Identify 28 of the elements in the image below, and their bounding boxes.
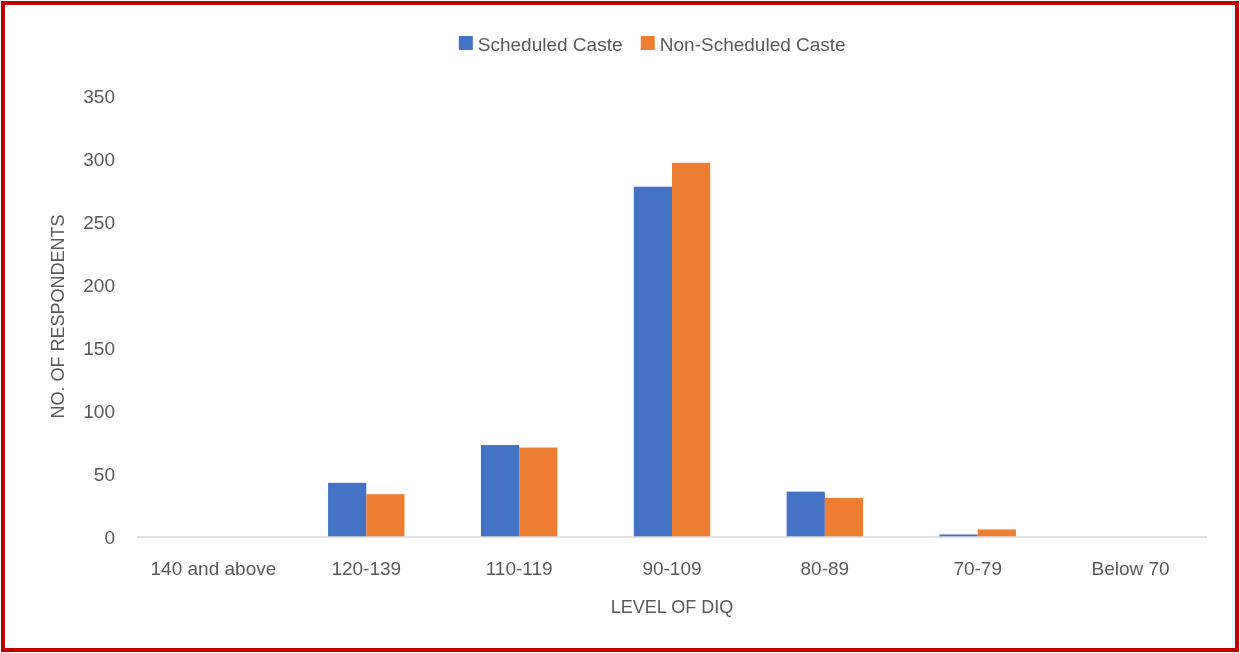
bar bbox=[786, 491, 825, 537]
x-axis-title: LEVEL OF DIQ bbox=[610, 597, 734, 617]
y-tick-label: 50 bbox=[93, 463, 115, 485]
bar bbox=[328, 482, 367, 537]
y-axis-title: NO. OF RESPONDENTS bbox=[48, 214, 68, 419]
bar bbox=[633, 186, 672, 537]
y-tick-label: 250 bbox=[83, 211, 115, 233]
x-tick-label: 120-139 bbox=[331, 558, 402, 579]
y-tick-label: 350 bbox=[83, 85, 115, 107]
bar bbox=[824, 497, 864, 537]
x-tick-label: 80-89 bbox=[800, 558, 850, 579]
y-tick-label: 0 bbox=[104, 526, 115, 548]
legend-label: Non-Scheduled Caste bbox=[659, 33, 846, 55]
bar bbox=[519, 447, 558, 537]
y-tick-label: 200 bbox=[83, 274, 115, 296]
x-tick-label: 70-79 bbox=[953, 558, 1003, 579]
x-tick-label: 140 and above bbox=[150, 558, 277, 579]
bar bbox=[366, 494, 405, 537]
x-tick-label: 90-109 bbox=[642, 558, 702, 579]
bar bbox=[480, 445, 520, 537]
bar bbox=[672, 162, 711, 537]
y-tick-label: 150 bbox=[83, 337, 115, 359]
legend-label: Scheduled Caste bbox=[477, 33, 623, 55]
y-tick-label: 300 bbox=[83, 148, 115, 170]
x-tick-label: 110-119 bbox=[485, 558, 553, 579]
x-tick-label: Below 70 bbox=[1091, 558, 1170, 579]
bar bbox=[977, 529, 1016, 537]
y-tick-label: 100 bbox=[83, 400, 115, 422]
